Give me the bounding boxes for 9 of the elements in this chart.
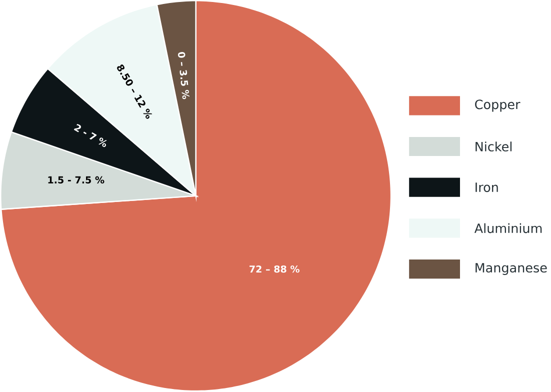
- legend-label: Copper: [475, 100, 520, 112]
- text: 2 - 7 %: [74, 124, 107, 148]
- text: 1.5 - 7.5 %: [48, 176, 104, 184]
- legend-label: Iron: [476, 182, 498, 192]
- legend-label: Aluminium: [474, 223, 542, 234]
- text: 0 – 3.5 %: [178, 52, 190, 100]
- legend-label: Manganese: [476, 263, 547, 276]
- legend-label: Nickel: [476, 142, 512, 152]
- text: 72 – 88 %: [250, 266, 300, 273]
